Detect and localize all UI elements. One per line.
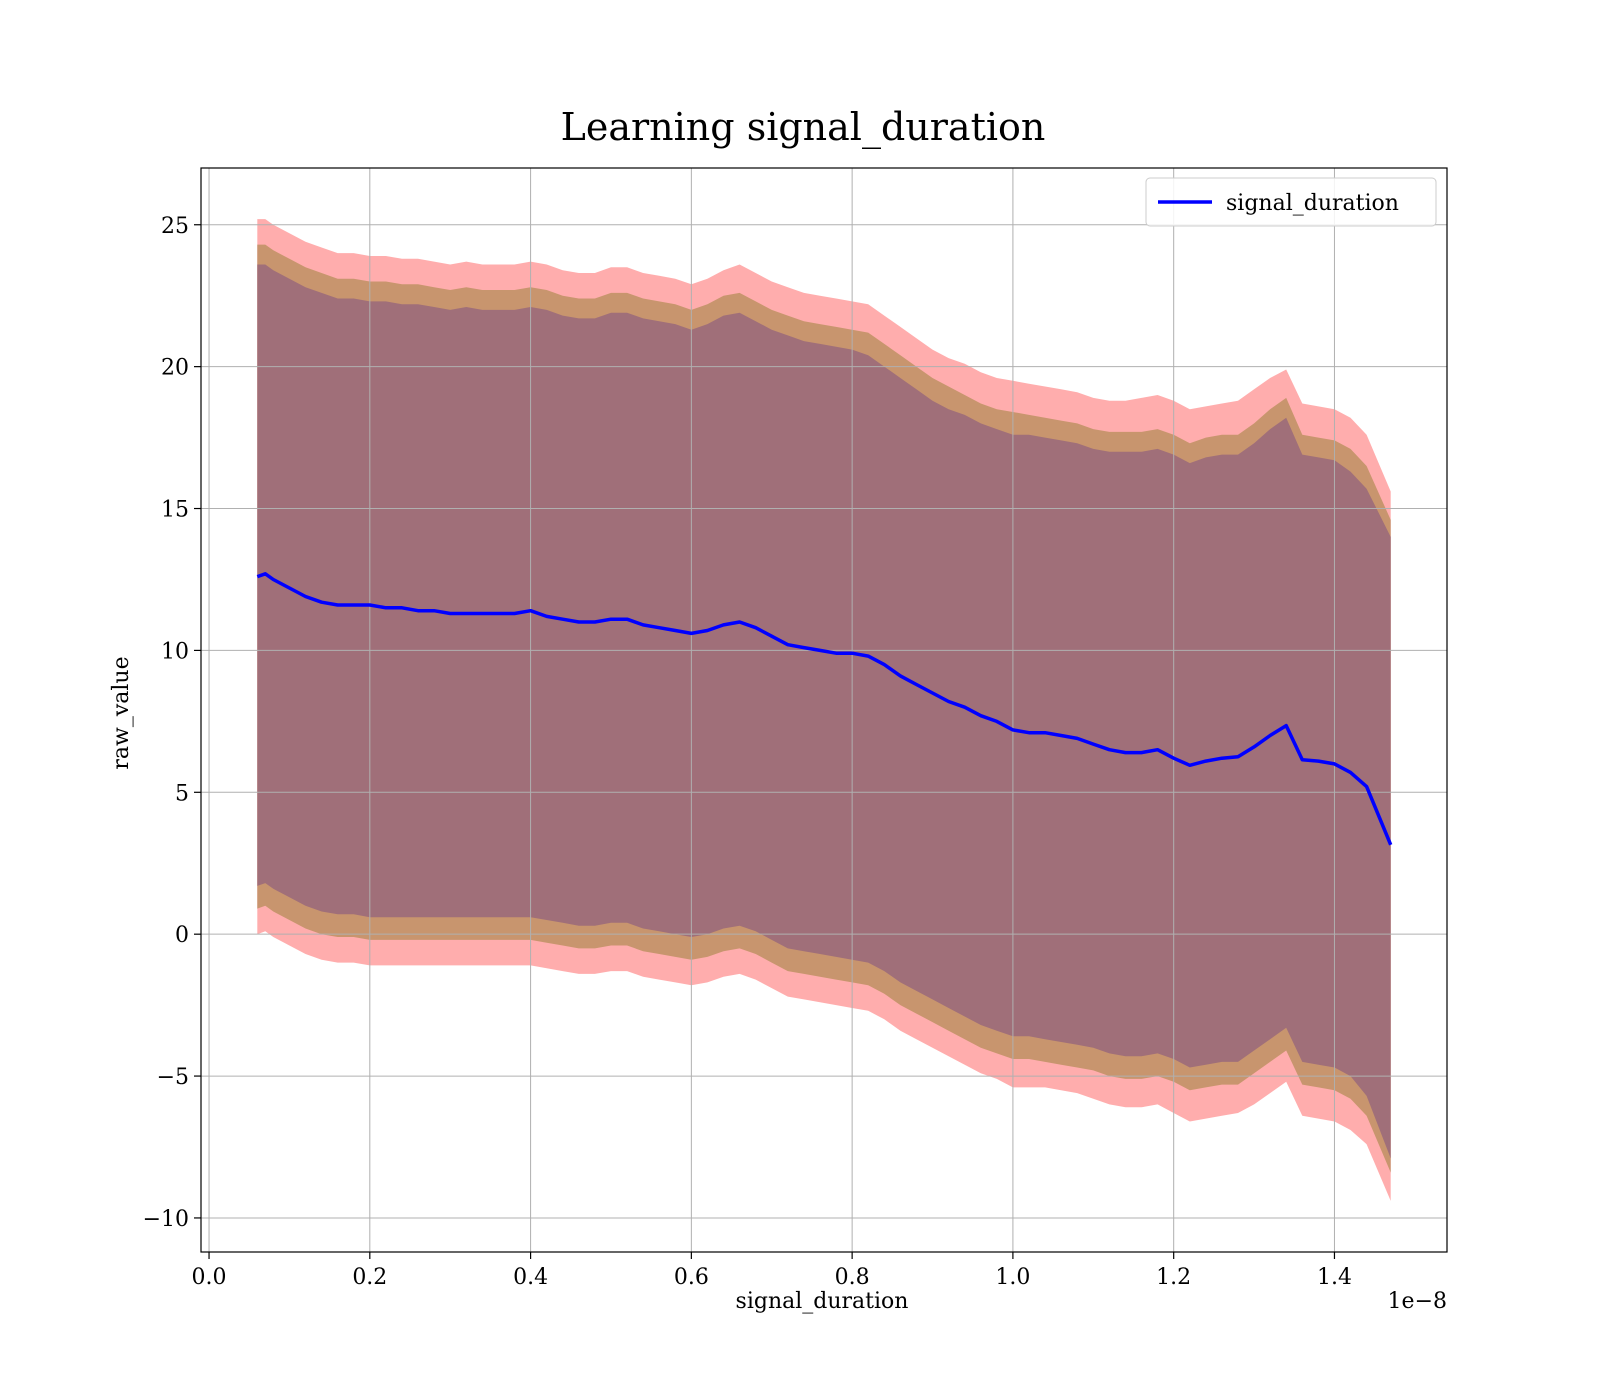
y-tick-label: 5 xyxy=(175,781,189,806)
band-inner xyxy=(257,264,1391,1159)
legend: signal_duration xyxy=(1145,177,1437,227)
series-lines xyxy=(256,572,1393,846)
x-tick-label: 1.4 xyxy=(1317,1265,1352,1290)
confidence-bands xyxy=(257,219,1391,1201)
legend-label: signal_duration xyxy=(1226,191,1399,216)
x-tick-label: 1.0 xyxy=(995,1265,1030,1290)
x-tick-label: 0.4 xyxy=(513,1265,548,1290)
x-tick-label: 0.8 xyxy=(835,1265,870,1290)
y-tick-label: −5 xyxy=(157,1065,189,1090)
x-tick-label: 0.2 xyxy=(352,1265,387,1290)
x-axis-label: signal_duration xyxy=(736,1289,909,1314)
y-tick-label: 25 xyxy=(161,214,189,239)
y-axis-ticks: −10 −5 0 5 10 15 20 25 xyxy=(143,214,201,1232)
grid-lines xyxy=(201,168,1447,1252)
x-axis-ticks: 0.0 0.2 0.4 0.6 0.8 1.0 1.2 1.4 xyxy=(192,1252,1352,1290)
plot-frame xyxy=(200,167,1448,1253)
x-tick-label: 0.0 xyxy=(192,1265,227,1290)
x-tick-label: 1.2 xyxy=(1156,1265,1191,1290)
x-axis-offset-text: 1e−8 xyxy=(1388,1289,1447,1314)
y-tick-label: 10 xyxy=(161,639,189,664)
y-tick-label: 0 xyxy=(175,923,189,948)
x-tick-label: 0.6 xyxy=(674,1265,709,1290)
y-tick-label: −10 xyxy=(143,1207,189,1232)
legend-box xyxy=(1145,177,1437,227)
y-tick-label: 20 xyxy=(161,356,189,381)
y-axis-label: raw_value xyxy=(109,656,134,769)
series-line xyxy=(256,572,1393,846)
chart-title: Learning signal_duration xyxy=(561,105,1046,150)
y-tick-label: 15 xyxy=(161,498,189,523)
